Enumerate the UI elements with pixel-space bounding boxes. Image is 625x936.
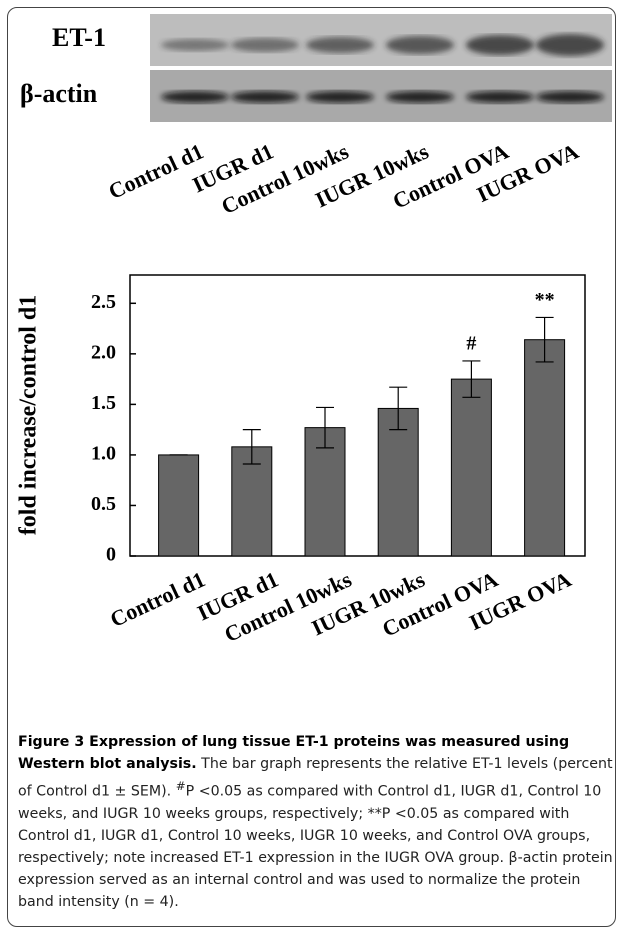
bar	[451, 379, 491, 556]
figure: ET-1 β-actin fold increase/control d1 Co…	[0, 0, 625, 725]
y-tick-label: 1.0	[91, 443, 116, 465]
blot-band	[536, 34, 604, 56]
blot-band	[386, 36, 454, 54]
significance-mark: **	[535, 289, 555, 311]
blot-band	[386, 91, 454, 103]
caption-superscript: #	[176, 779, 186, 793]
blot-row-label: ET-1	[52, 23, 106, 52]
blot-band	[231, 91, 299, 103]
blot-band	[466, 35, 534, 55]
bar	[378, 408, 418, 556]
y-tick-label: 2.0	[91, 341, 116, 363]
y-tick-label: 2.5	[91, 291, 116, 313]
page: ET-1 β-actin fold increase/control d1 Co…	[0, 0, 625, 936]
blot-band	[536, 91, 604, 103]
y-tick-label: 0	[106, 544, 116, 566]
blot-band	[306, 91, 374, 103]
blot-band	[161, 39, 229, 51]
significance-mark: #	[466, 333, 476, 355]
blot-row-label: β-actin	[20, 79, 98, 108]
bar	[159, 455, 199, 556]
bar	[525, 340, 565, 556]
y-tick-label: 1.5	[91, 392, 116, 414]
caption-text: P <0.05 as compared with Control d1, IUG…	[18, 784, 613, 910]
blot-band	[161, 91, 229, 103]
blot-band	[231, 38, 299, 52]
blot-band	[306, 37, 374, 53]
y-tick-label: 0.5	[91, 493, 116, 515]
caption: Figure 3 Expression of lung tissue ET-1 …	[18, 731, 616, 913]
blot-lane-label: Control d1	[105, 138, 208, 204]
x-tick-label: Control d1	[106, 566, 209, 632]
y-axis-label: fold increase/control d1	[16, 295, 42, 535]
blot-band	[466, 91, 534, 103]
